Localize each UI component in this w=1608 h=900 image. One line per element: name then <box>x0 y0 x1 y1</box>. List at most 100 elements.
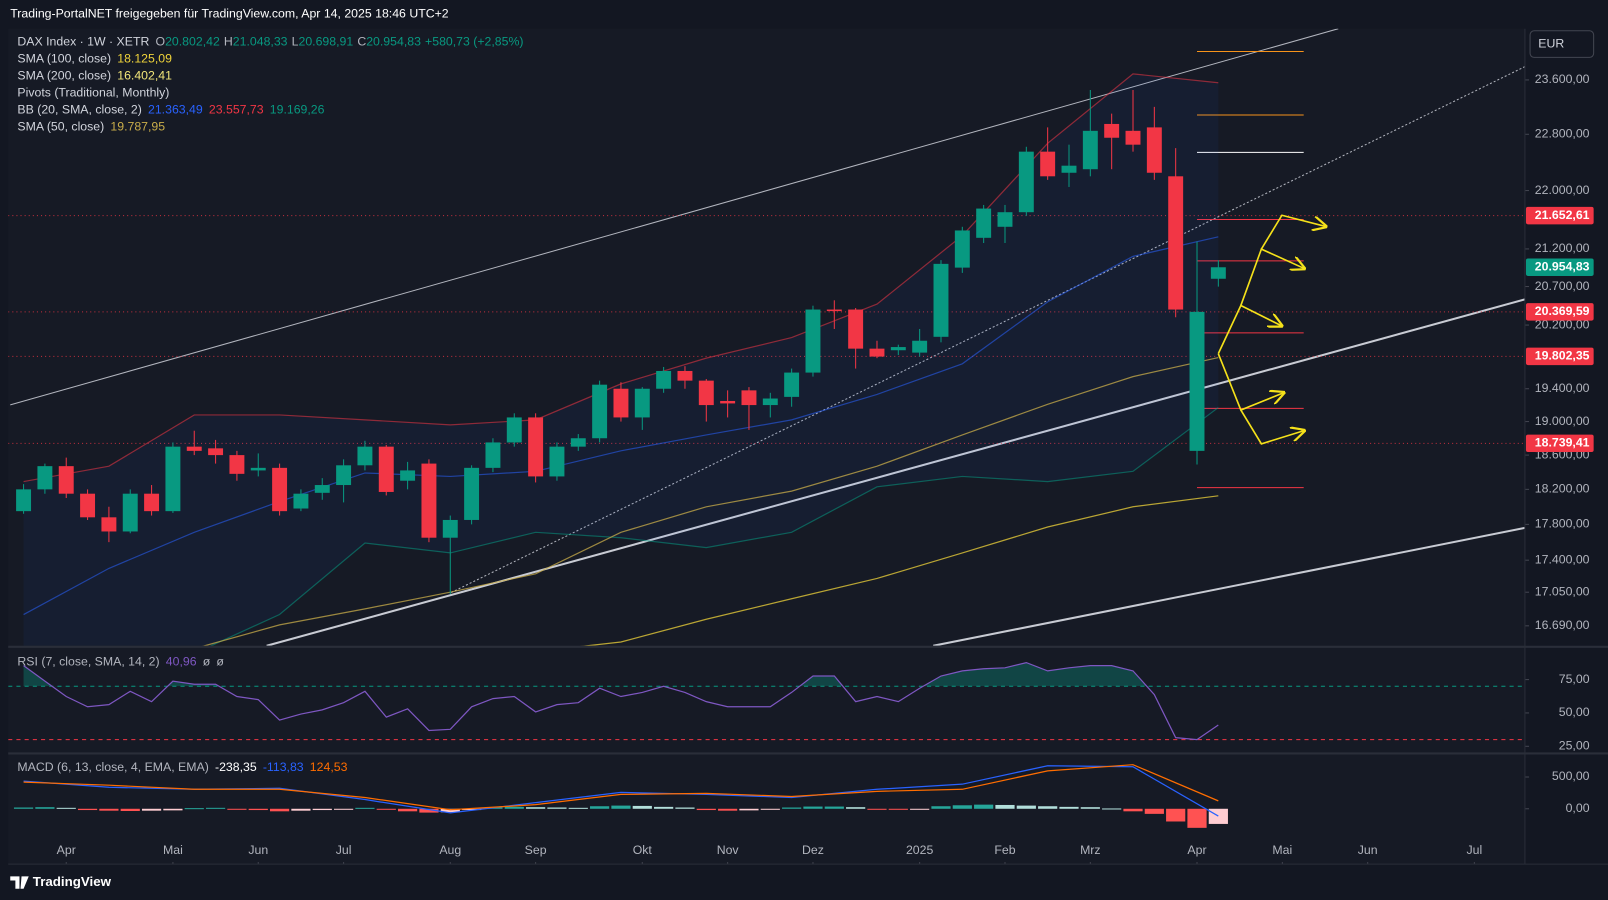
indicator-value: 21.363,49 <box>148 102 203 116</box>
y-tick-label: 22.800,00 <box>1535 127 1590 141</box>
rsi-extra: ø <box>203 654 211 668</box>
currency-button[interactable] <box>1529 30 1595 58</box>
x-tick-label: Dez <box>802 843 824 857</box>
rsi-tick-label: 50,00 <box>1559 705 1590 719</box>
rsi-title: RSI (7, close, SMA, 14, 2) <box>17 654 159 668</box>
rsi-overbought-fill <box>23 662 1147 687</box>
macd-histogram-bar <box>77 808 98 811</box>
macd-histogram-bar <box>1208 808 1228 824</box>
candle-body <box>784 372 800 397</box>
indicator-value: 19.787,95 <box>110 119 165 133</box>
currency-label[interactable]: EUR <box>1538 36 1564 50</box>
macd-histogram-bar <box>675 807 695 809</box>
candle-body <box>1146 127 1162 173</box>
y-tick-label: 19.400,00 <box>1535 381 1590 395</box>
macd-histogram-bar <box>163 808 183 811</box>
indicator-value: 18.125,09 <box>117 52 172 66</box>
macd-histogram-bar <box>419 808 439 813</box>
arrow <box>1240 409 1305 445</box>
x-tick-label: Apr <box>1187 843 1206 857</box>
candle-body <box>570 438 586 447</box>
candle-body <box>357 446 373 466</box>
change-label: +580,73 (+2,85%) <box>425 34 523 48</box>
y-tick-label: 17.400,00 <box>1535 552 1590 566</box>
macd-histogram-bar <box>888 808 908 810</box>
macd-histogram-bar <box>1102 808 1122 810</box>
ohlc-prefix: L <box>292 34 299 48</box>
candle-body <box>933 263 949 337</box>
candle-body <box>442 519 458 538</box>
candle-body <box>677 370 693 381</box>
macd-histogram-bar <box>526 807 546 809</box>
candle-body <box>37 466 53 490</box>
macd-histogram-value: -238,35 <box>215 760 257 774</box>
candle-body <box>314 485 330 493</box>
candle-body <box>250 467 266 471</box>
x-tick-label: Nov <box>717 843 740 857</box>
main-pane <box>8 50 1525 646</box>
x-tick-label: Aug <box>439 843 461 857</box>
band-fill <box>23 73 1219 646</box>
rsi-tick-label: 25,00 <box>1559 739 1590 753</box>
candle-body <box>634 388 650 418</box>
macd-histogram-bar <box>718 808 738 811</box>
macd-line <box>23 764 1219 811</box>
macd-histogram-bar <box>611 805 631 809</box>
candle-body <box>122 493 138 532</box>
macd-histogram-bar <box>1166 808 1186 822</box>
candle-body <box>1082 130 1098 170</box>
macd-histogram-bar <box>141 808 162 811</box>
macd-histogram-bar <box>440 808 460 813</box>
macd-histogram-bar <box>184 808 204 810</box>
rsi-extra: ø <box>216 654 224 668</box>
macd-histogram-bar <box>1144 808 1164 814</box>
indicator-value: 16.402,41 <box>117 69 172 83</box>
candle-body <box>720 400 736 404</box>
macd-histogram-bar <box>696 808 716 811</box>
macd-histogram-bar <box>568 807 588 809</box>
macd-histogram-bar <box>1123 808 1143 812</box>
candle-body <box>293 493 309 509</box>
candle-body <box>1104 123 1120 138</box>
macd-histogram-bar <box>1016 805 1036 809</box>
candle-body <box>976 208 992 238</box>
x-tick-label: Sep <box>525 843 547 857</box>
candle-body <box>741 390 757 406</box>
indicator-name: SMA (100, close) <box>17 52 111 66</box>
y-tick-label: 17.800,00 <box>1535 517 1590 531</box>
candle-body <box>954 230 970 268</box>
candle-body <box>1168 176 1184 310</box>
y-tick-label: 19.000,00 <box>1535 414 1590 428</box>
candle-body <box>464 467 480 520</box>
candle-body <box>186 446 202 451</box>
macd-histogram-bar <box>867 808 887 810</box>
rsi-tick-label: 75,00 <box>1559 672 1590 686</box>
y-tick-label: 23.600,00 <box>1535 72 1590 86</box>
candle-body <box>208 448 224 456</box>
indicator-line <box>581 495 1219 646</box>
macd-histogram-bar <box>632 805 652 809</box>
candle-body <box>890 347 906 351</box>
indicator-name: SMA (50, close) <box>17 119 104 133</box>
brand-name: TradingView <box>33 874 112 889</box>
macd-histogram-bar <box>99 808 119 811</box>
macd-histogram-bar <box>739 808 759 811</box>
price-label-box <box>1525 303 1594 321</box>
candle-body <box>656 370 672 389</box>
x-tick-label: Jun <box>248 843 268 857</box>
macd-histogram-bar <box>974 804 994 809</box>
macd-value: 124,53 <box>310 760 348 774</box>
price-label-box <box>1525 258 1594 276</box>
legends: DAX Index · 1W · XETR O 20.802,42 H 21.048,3… <box>17 34 523 774</box>
price-label: 18.739,41 <box>1535 436 1590 450</box>
macd-histogram-bar <box>760 808 780 810</box>
price-label: 21.652,61 <box>1535 208 1590 222</box>
candle-body <box>826 309 842 312</box>
y-tick-label: 18.200,00 <box>1535 482 1590 496</box>
x-tick-label: Jun <box>1358 843 1378 857</box>
ohlc-prefix: H <box>224 34 233 48</box>
x-tick-label: Mrz <box>1080 843 1101 857</box>
candle-body <box>421 463 437 538</box>
macd-histogram-bar <box>931 806 951 809</box>
y-tick-label: 22.000,00 <box>1535 183 1590 197</box>
